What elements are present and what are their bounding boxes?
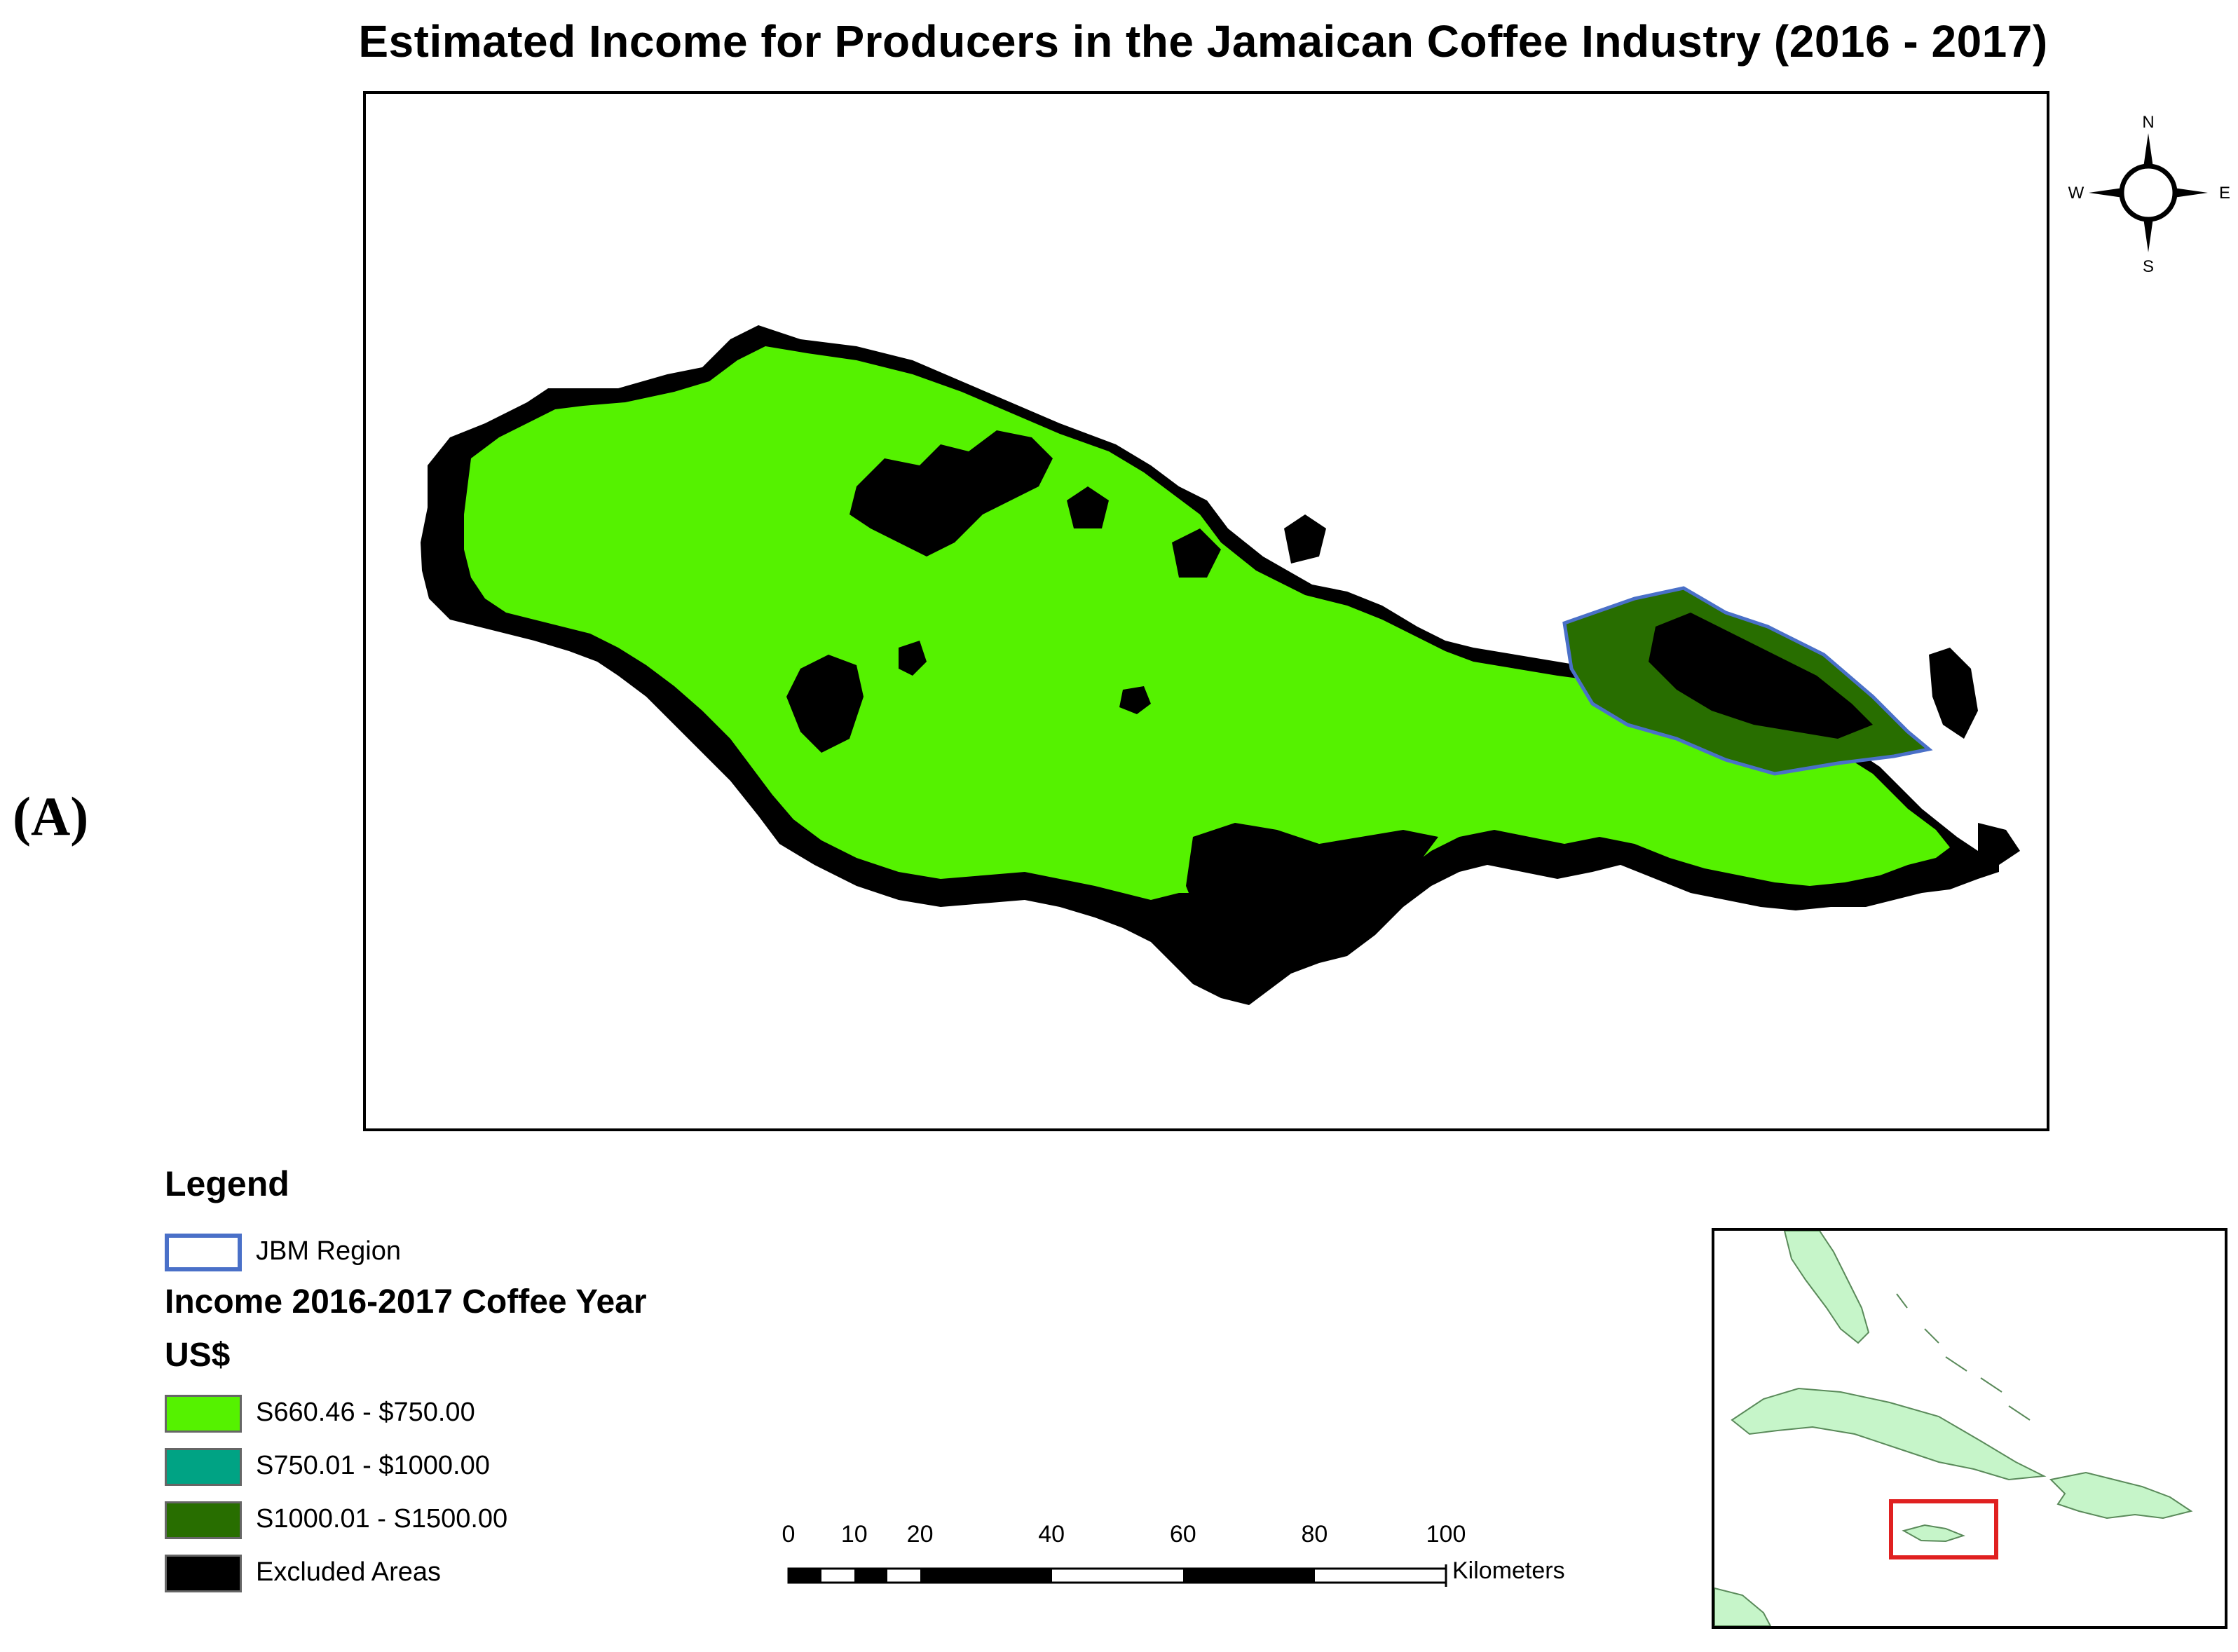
scale-tick-label: 10 — [840, 1521, 868, 1548]
jamaica-map — [421, 325, 2020, 1005]
income-class-low-area — [464, 346, 1950, 921]
legend-class-label: S1000.01 - S1500.00 — [256, 1504, 508, 1534]
inset-cuba — [1731, 1387, 2047, 1481]
scale-tick-label: 0 — [782, 1521, 796, 1548]
jbm-excluded-core — [1649, 613, 1873, 739]
inset-south-america — [1714, 1587, 1772, 1626]
legend-jbm-label: JBM Region — [256, 1236, 401, 1266]
legend-unit: US$ — [165, 1337, 231, 1374]
scale-tick-label: 40 — [1038, 1521, 1065, 1548]
scale-tick-label: 80 — [1301, 1521, 1328, 1548]
excluded-patch-cockpit — [850, 430, 1053, 557]
excluded-south-coast — [1186, 823, 1438, 963]
compass-s: S — [2143, 257, 2154, 276]
excluded-patch-small — [899, 641, 927, 676]
inset-florida — [1783, 1231, 1870, 1344]
excluded-patch-central — [1067, 486, 1109, 528]
excluded-patch-south — [1119, 686, 1151, 714]
excluded-patch-west — [786, 655, 864, 753]
legend-class-label: S660.46 - $750.00 — [256, 1398, 475, 1427]
legend-jbm-swatch — [165, 1234, 242, 1271]
scale-unit: Kilometers — [1452, 1557, 1565, 1584]
legend-class-label: S750.01 - $1000.00 — [256, 1451, 490, 1480]
inset-jamaica — [1902, 1524, 1965, 1543]
legend-title: Legend — [165, 1164, 289, 1203]
map-frame — [363, 91, 2049, 1131]
inset-map-graphic — [1714, 1231, 2193, 1626]
compass-e: E — [2219, 184, 2230, 203]
legend-class-swatch — [165, 1448, 242, 1486]
legend-class-swatch — [165, 1555, 242, 1592]
inset-jamaica-highlight — [1889, 1499, 1998, 1559]
scale-tick-label: 20 — [906, 1521, 934, 1548]
excluded-patch-mid — [1172, 528, 1221, 578]
inset-map — [1712, 1228, 2227, 1629]
scale-tick-label: 60 — [1169, 1521, 1196, 1548]
legend-class-label: Excluded Areas — [256, 1557, 442, 1587]
map-title: Estimated Income for Producers in the Ja… — [358, 16, 2048, 67]
legend-class-swatch — [165, 1395, 242, 1433]
legend-class-swatch — [165, 1501, 242, 1539]
legend-income-heading: Income 2016-2017 Coffee Year — [165, 1283, 647, 1320]
excluded-patch-south-central — [1284, 514, 1326, 564]
scale-bar: 0 10 20 40 60 80 100 Kilometers — [771, 1521, 1612, 1605]
inset-hispaniola — [2049, 1471, 2193, 1520]
compass-w: W — [2068, 184, 2085, 203]
scale-tick-label: 100 — [1426, 1521, 1466, 1548]
inset-bahamas — [1896, 1293, 2031, 1421]
excluded-east-coast — [1978, 823, 2020, 865]
compass-n: N — [2142, 113, 2154, 132]
excluded-east-tip — [1929, 648, 1978, 739]
north-arrow-icon: N S W E — [2068, 113, 2230, 276]
scale-bar-graphic — [787, 1564, 1447, 1587]
panel-label: (A) — [13, 786, 89, 847]
